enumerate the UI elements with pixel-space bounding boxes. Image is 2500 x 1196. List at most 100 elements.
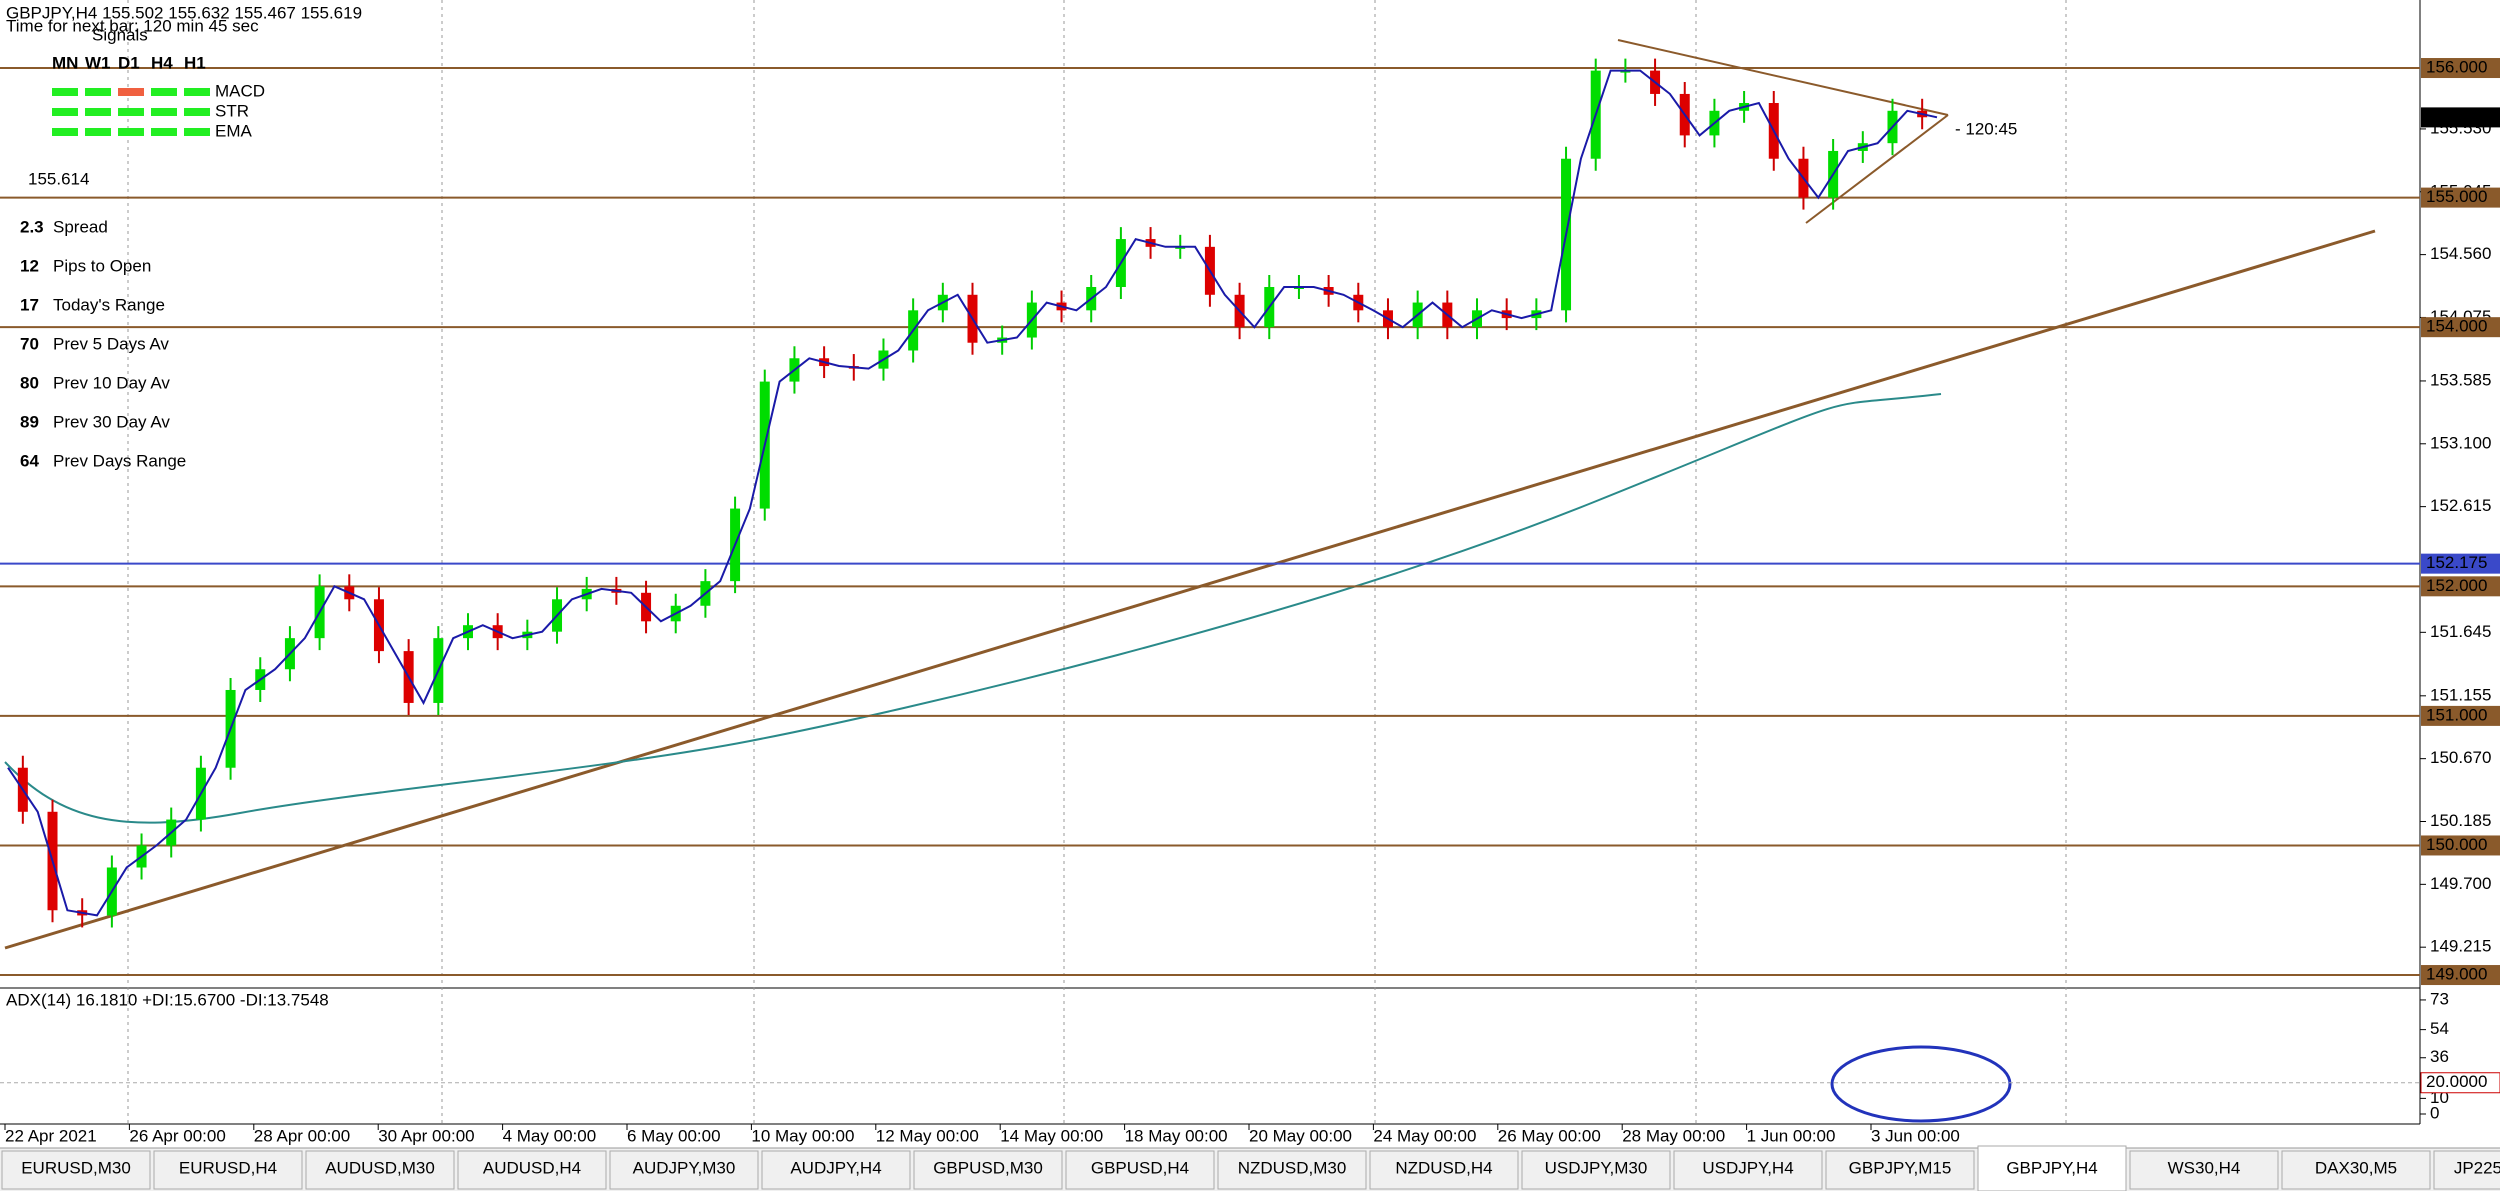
time-label: 28 Apr 00:00 — [254, 1126, 350, 1145]
tab-label[interactable]: GBPUSD,H4 — [1091, 1158, 1189, 1177]
tab-label[interactable]: DAX30,M5 — [2315, 1158, 2397, 1177]
price-level-label: 154.000 — [2426, 317, 2487, 336]
tab[interactable] — [153, 1150, 303, 1190]
price-level-label: 151.000 — [2426, 705, 2487, 724]
stat-label: Prev 30 Day Av — [53, 412, 170, 431]
candle-body — [1620, 70, 1631, 73]
price-level-box — [2421, 58, 2500, 79]
signals-title: Signals — [92, 25, 148, 44]
tab[interactable] — [761, 1150, 911, 1190]
time-label: 3 Jun 00:00 — [1871, 1126, 1960, 1145]
time-label: 1 Jun 00:00 — [1747, 1126, 1836, 1145]
price-level-label: 155.000 — [2426, 187, 2487, 206]
chart-header: GBPJPY,H4 155.502 155.632 155.467 155.61… — [6, 3, 362, 22]
stat-value: 12 — [20, 256, 39, 275]
tab[interactable] — [305, 1150, 455, 1190]
tab[interactable] — [1825, 1150, 1975, 1190]
tab-label[interactable]: JP225,Weekly — [2454, 1158, 2500, 1177]
time-label: 20 May 00:00 — [1249, 1126, 1352, 1145]
tab-label[interactable]: AUDJPY,M30 — [633, 1158, 736, 1177]
signal-cell — [118, 88, 144, 96]
time-label: 26 Apr 00:00 — [129, 1126, 225, 1145]
triangle-lower — [1805, 114, 1949, 224]
tab[interactable] — [1065, 1150, 1215, 1190]
adx-tick-label: 73 — [2430, 989, 2449, 1008]
price-level-box — [2421, 553, 2500, 574]
tab[interactable] — [1977, 1145, 2127, 1192]
time-label: 26 May 00:00 — [1498, 1126, 1601, 1145]
time-label: 10 May 00:00 — [751, 1126, 854, 1145]
signal-timeframe: MN — [52, 53, 78, 72]
tab-label[interactable]: WS30,H4 — [2168, 1158, 2241, 1177]
tab-label[interactable]: GBPJPY,H4 — [2006, 1158, 2097, 1177]
price-level-label: 155.619 — [2426, 107, 2487, 126]
price-level-box — [2421, 835, 2500, 856]
tab-label[interactable]: NZDUSD,M30 — [1238, 1158, 1347, 1177]
tab[interactable] — [1, 1150, 151, 1190]
tab[interactable] — [2281, 1150, 2431, 1190]
price-level-box — [2421, 705, 2500, 726]
stat-value: 80 — [20, 373, 39, 392]
tab-label[interactable]: EURUSD,H4 — [179, 1158, 277, 1177]
tab[interactable] — [1217, 1150, 1367, 1190]
stat-label: Today's Range — [53, 295, 165, 314]
time-label: 24 May 00:00 — [1373, 1126, 1476, 1145]
time-label: 4 May 00:00 — [503, 1126, 597, 1145]
candle-body — [1293, 287, 1304, 290]
stat-label: Spread — [53, 217, 108, 236]
signal-cell — [52, 88, 78, 96]
signal-timeframe: H1 — [184, 53, 206, 72]
signal-cell — [184, 88, 210, 96]
stat-value: 70 — [20, 334, 39, 353]
signal-cell — [52, 108, 78, 116]
price-level-box — [2421, 187, 2500, 208]
price-level-label: 150.000 — [2426, 835, 2487, 854]
signal-indicator: EMA — [215, 121, 253, 140]
price-level-label: 152.000 — [2426, 576, 2487, 595]
tab[interactable] — [2433, 1150, 2500, 1190]
signal-indicator: MACD — [215, 81, 265, 100]
stat-label: Prev 10 Day Av — [53, 373, 170, 392]
price-tick-label: 150.185 — [2430, 811, 2491, 830]
tab-label[interactable]: GBPUSD,M30 — [933, 1158, 1043, 1177]
tab-label[interactable]: EURUSD,M30 — [21, 1158, 131, 1177]
price-tick-label: 152.615 — [2430, 496, 2491, 515]
adx-caption: ADX(14) 16.1810 +DI:15.6700 -DI:13.7548 — [6, 990, 329, 1009]
tab[interactable] — [1521, 1150, 1671, 1190]
tab[interactable] — [1673, 1150, 1823, 1190]
price-level-label: 149.000 — [2426, 965, 2487, 984]
highlight-ellipse — [1830, 1045, 2012, 1123]
tab-label[interactable]: AUDUSD,M30 — [325, 1158, 435, 1177]
signal-timeframe: H4 — [151, 53, 173, 72]
price-tick-label: 151.645 — [2430, 622, 2491, 641]
stat-value: 89 — [20, 412, 39, 431]
tab[interactable] — [609, 1150, 759, 1190]
adx-tick-label: 36 — [2430, 1047, 2449, 1066]
tab-label[interactable]: AUDJPY,H4 — [790, 1158, 881, 1177]
signal-timeframe: D1 — [118, 53, 140, 72]
tab-label[interactable]: USDJPY,M30 — [1545, 1158, 1648, 1177]
adx-tick-label: 54 — [2430, 1019, 2449, 1038]
tab-label[interactable]: USDJPY,H4 — [1702, 1158, 1793, 1177]
price-level-label: 156.000 — [2426, 58, 2487, 77]
time-label: 22 Apr 2021 — [5, 1126, 97, 1145]
signal-cell — [85, 88, 111, 96]
tab-label[interactable]: AUDUSD,H4 — [483, 1158, 581, 1177]
tab[interactable] — [2129, 1150, 2279, 1190]
signal-cell — [85, 108, 111, 116]
time-label: 14 May 00:00 — [1000, 1126, 1103, 1145]
tab[interactable] — [457, 1150, 607, 1190]
bid-price: 155.614 — [28, 169, 89, 188]
signal-cell — [118, 128, 144, 136]
time-label: 28 May 00:00 — [1622, 1126, 1725, 1145]
tab[interactable] — [913, 1150, 1063, 1190]
countdown: - 120:45 — [1955, 119, 2017, 138]
price-tick-label: 153.585 — [2430, 370, 2491, 389]
tab[interactable] — [1369, 1150, 1519, 1190]
tab-label[interactable]: NZDUSD,H4 — [1395, 1158, 1492, 1177]
tab-label[interactable]: GBPJPY,M15 — [1849, 1158, 1952, 1177]
close-line — [7, 69, 1938, 917]
trend-line — [4, 229, 2376, 950]
signal-cell — [184, 128, 210, 136]
